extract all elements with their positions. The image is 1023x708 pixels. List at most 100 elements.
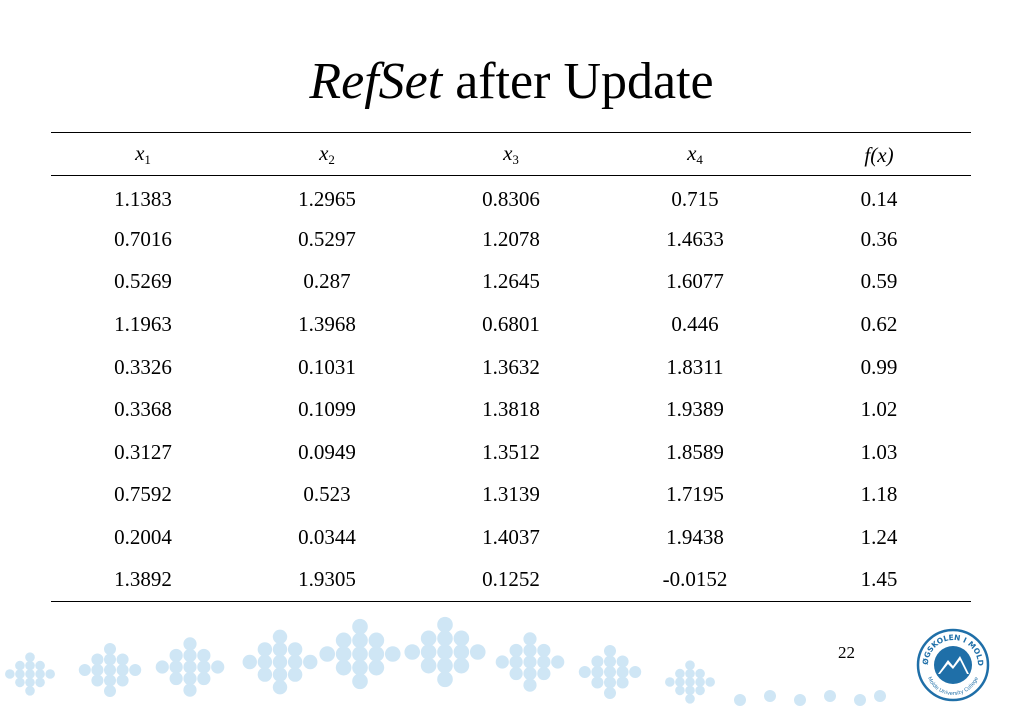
decor-dot — [352, 646, 368, 662]
table-cell: 0.0949 — [298, 439, 356, 464]
table-cell: 1.2078 — [482, 226, 540, 251]
decor-dot — [15, 660, 25, 671]
table-cell: 1.24 — [860, 525, 898, 550]
table-cell: 1.3892 — [114, 567, 172, 592]
decor-dot — [352, 618, 368, 635]
decor-dot — [604, 655, 616, 668]
table-cell: 1.8311 — [666, 354, 724, 379]
decor-dot — [319, 646, 336, 662]
decor-dot — [91, 674, 104, 687]
decor-dot — [116, 664, 129, 676]
decor-dot — [211, 660, 225, 674]
table-cell: 0.5297 — [298, 226, 356, 251]
decor-dot — [695, 677, 705, 687]
decor-dot — [25, 669, 35, 679]
decor-dot — [197, 671, 211, 686]
decor-dot — [437, 630, 453, 647]
table-row: 0.2004 0.0344 1.4037 1.9438 1.24 — [51, 516, 971, 559]
table-cell: 1.3139 — [482, 482, 540, 507]
decor-dot — [183, 660, 197, 674]
decor-dot — [25, 660, 35, 671]
decor-dot — [352, 632, 368, 649]
table-cell: 1.4037 — [482, 525, 540, 550]
table-cell: 1.3818 — [482, 397, 540, 422]
decor-dot — [420, 657, 437, 674]
table-cell: 0.1031 — [298, 354, 356, 379]
decor-dot — [695, 668, 705, 679]
table-cell: 1.2645 — [482, 269, 540, 294]
decor-dot — [523, 666, 537, 681]
table-cell: 1.45 — [860, 567, 898, 592]
decor-dot — [352, 673, 368, 690]
decor-dot — [420, 630, 437, 647]
decor-dot — [685, 685, 695, 696]
decor-dot — [169, 671, 183, 686]
decor-dot — [685, 660, 695, 670]
decor-dot — [537, 666, 551, 681]
decor-dot — [35, 669, 45, 679]
decor-dot — [45, 669, 55, 679]
table-row: 0.3127 0.0949 1.3512 1.8589 1.03 — [51, 431, 971, 474]
decor-dot — [591, 655, 604, 668]
decor-dot — [335, 632, 352, 649]
table-cell: 1.7195 — [666, 482, 724, 507]
decor-dot — [578, 666, 591, 678]
decor-dot — [437, 671, 453, 688]
title-rest: after Update — [442, 53, 714, 110]
decor-dot — [104, 674, 116, 687]
decor-dot — [734, 694, 746, 706]
decor-dot — [509, 655, 523, 669]
table-cell: 0.1252 — [482, 567, 540, 592]
decor-dot — [469, 644, 486, 660]
header-row: x1 x2 x3 x4 f(x) — [51, 132, 971, 176]
decor-dot — [629, 666, 642, 678]
table-cell: 0.62 — [860, 312, 898, 337]
decor-dot — [257, 654, 273, 670]
page-number: 22 — [838, 643, 855, 662]
header-x3: x3 — [503, 140, 519, 167]
table-cell: 0.7016 — [114, 226, 172, 251]
table-cell: 1.2965 — [298, 186, 356, 211]
decor-dot — [591, 666, 604, 678]
decor-dot — [616, 655, 629, 668]
decor-dot — [537, 655, 551, 669]
decor-dot — [453, 657, 470, 674]
table-cell: -0.0152 — [662, 567, 728, 592]
decor-dot — [824, 690, 836, 702]
decor-dot — [764, 690, 776, 702]
table-cell: 1.3512 — [482, 439, 540, 464]
decor-dot — [35, 660, 45, 671]
decor-dot — [675, 677, 685, 687]
table-cell: 0.14 — [860, 186, 898, 211]
table-cell: 0.8306 — [482, 186, 540, 211]
decor-dot — [169, 648, 183, 663]
decor-dot — [287, 642, 303, 657]
refset-table-container: x1 x2 x3 x4 f(x) 1.1383 1.2965 0.8306 0.715… — [51, 132, 971, 602]
table-cell: 1.8589 — [666, 439, 724, 464]
table-row: 0.7016 0.5297 1.2078 1.4633 0.36 — [51, 218, 971, 261]
decor-dot — [523, 643, 537, 658]
decor-dot — [15, 669, 25, 679]
decor-dot — [665, 677, 675, 687]
table-row: 1.1963 1.3968 0.6801 0.446 0.62 — [51, 303, 971, 346]
decor-dot — [104, 685, 116, 697]
decor-dot — [854, 694, 866, 706]
table-cell: 1.18 — [860, 482, 898, 507]
decor-dot — [272, 667, 288, 682]
table-cell: 1.3632 — [482, 354, 540, 379]
decor-dot — [384, 646, 401, 662]
decor-dot — [509, 666, 523, 681]
decor-dot — [104, 643, 116, 655]
table-row: 0.7592 0.523 1.3139 1.7195 1.18 — [51, 474, 971, 517]
decor-dot — [404, 644, 421, 660]
decor-dot — [335, 659, 352, 676]
header-x2: x2 — [319, 140, 335, 167]
decor-dot — [35, 677, 45, 688]
decor-dot — [116, 653, 129, 666]
table-cell: 1.02 — [860, 397, 898, 422]
decor-dot — [257, 667, 273, 682]
decor-dot — [104, 664, 116, 676]
decor-dot — [705, 677, 715, 687]
table-cell: 0.3127 — [114, 439, 172, 464]
table-cell: 1.1963 — [114, 312, 172, 337]
